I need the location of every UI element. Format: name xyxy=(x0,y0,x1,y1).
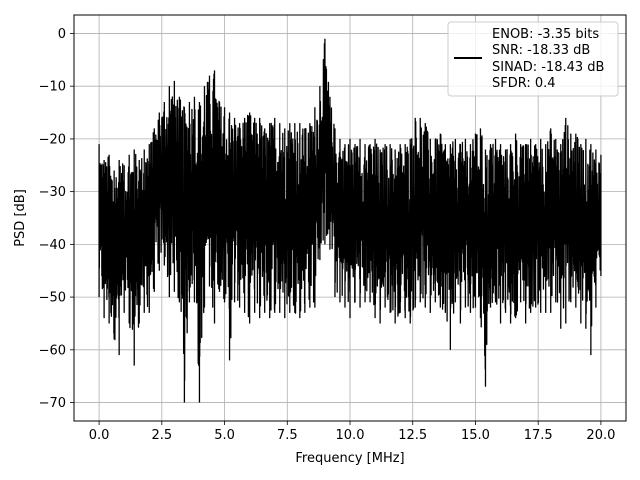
y-axis-ticks: 0 −10 −20 −30 −40 −50 −60 −70 xyxy=(39,27,74,411)
y-tick-label: −40 xyxy=(39,238,66,253)
legend-entry-enob: ENOB: -3.35 bits xyxy=(492,27,599,42)
x-tick-label: 7.5 xyxy=(277,428,298,443)
x-axis-label: Frequency [MHz] xyxy=(295,451,404,466)
y-tick-label: −60 xyxy=(39,343,66,358)
psd-series-line xyxy=(98,38,602,403)
y-tick-label: −20 xyxy=(39,132,66,147)
y-tick-label: −10 xyxy=(39,80,66,95)
y-axis-label: PSD [dB] xyxy=(13,189,28,247)
x-tick-label: 10.0 xyxy=(336,428,365,443)
legend: ENOB: -3.35 bits SNR: -18.33 dB SINAD: -… xyxy=(447,21,619,97)
series-layer xyxy=(98,38,602,403)
legend-box xyxy=(447,21,619,97)
legend-entry-sfdr: SFDR: 0.4 xyxy=(492,76,556,91)
y-tick-label: −50 xyxy=(39,291,66,306)
x-tick-label: 20.0 xyxy=(586,428,615,443)
x-tick-label: 2.5 xyxy=(151,428,172,443)
x-tick-label: 15.0 xyxy=(461,428,490,443)
y-tick-label: −70 xyxy=(39,396,66,411)
legend-entry-sinad: SINAD: -18.43 dB xyxy=(492,60,604,75)
y-tick-label: 0 xyxy=(58,27,66,42)
x-tick-label: 17.5 xyxy=(524,428,553,443)
x-tick-label: 12.5 xyxy=(398,428,427,443)
y-tick-label: −30 xyxy=(39,185,66,200)
x-axis-ticks: 0.0 2.5 5.0 7.5 10.0 12.5 15.0 17.5 20.0 xyxy=(89,421,615,443)
x-tick-label: 5.0 xyxy=(214,428,235,443)
x-tick-label: 0.0 xyxy=(89,428,110,443)
legend-entry-snr: SNR: -18.33 dB xyxy=(492,43,590,58)
